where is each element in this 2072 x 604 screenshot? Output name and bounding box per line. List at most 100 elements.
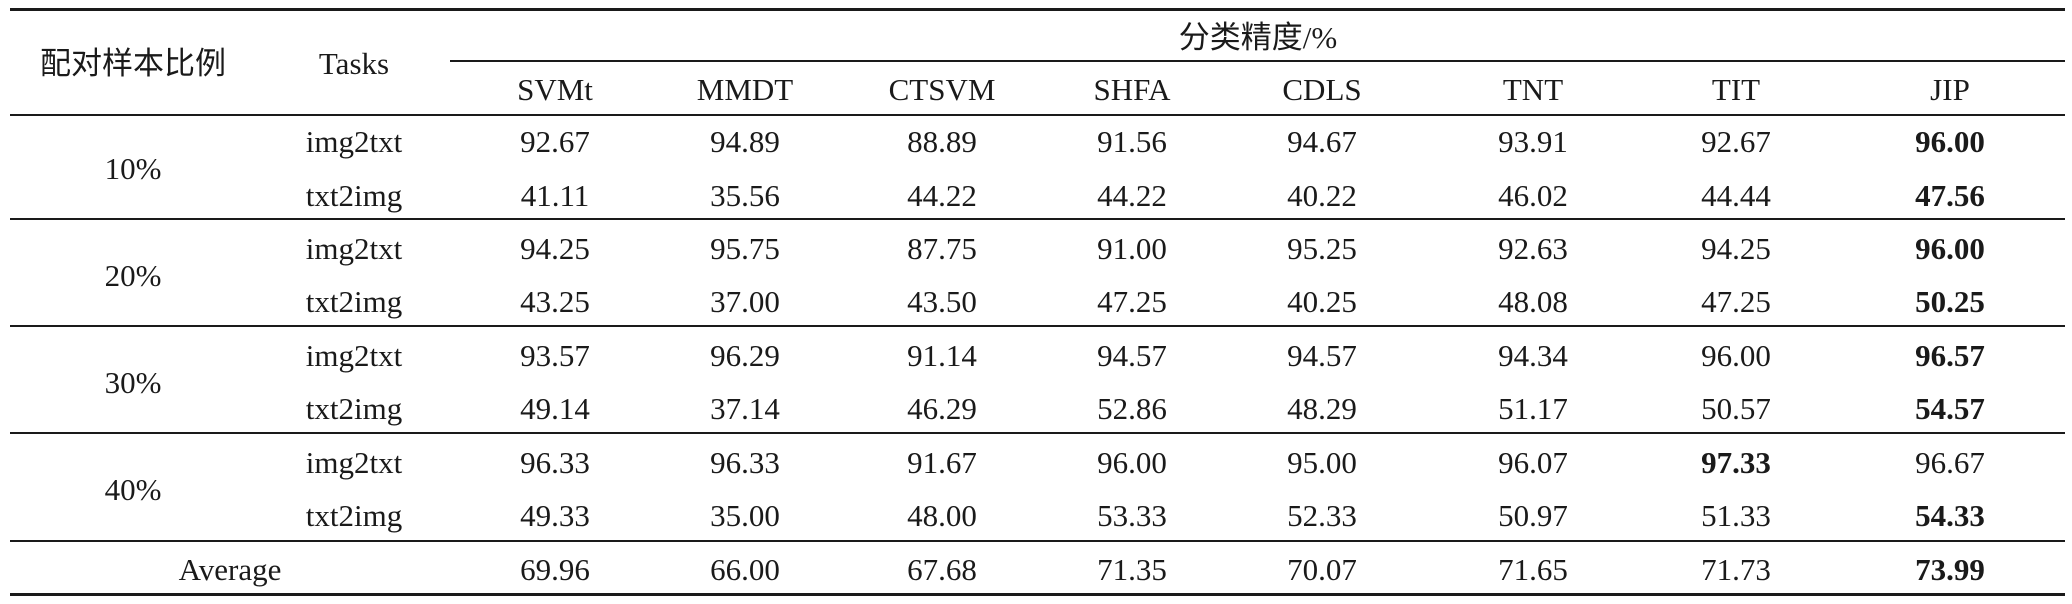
value-cell: 35.00 xyxy=(710,498,780,533)
top-rule xyxy=(10,8,2065,11)
task-label: txt2img xyxy=(305,284,403,319)
task-label: img2txt xyxy=(305,231,403,266)
average-value: 71.65 xyxy=(1498,552,1568,587)
average-value: 70.07 xyxy=(1287,552,1357,587)
value-cell: 48.00 xyxy=(907,498,977,533)
task-label: img2txt xyxy=(305,124,403,159)
group-rule xyxy=(450,60,2065,62)
value-cell: 97.33 xyxy=(1701,445,1771,480)
value-cell: 49.33 xyxy=(520,498,590,533)
group-rule-20 xyxy=(10,218,2065,220)
header-method-svmt: SVMt xyxy=(517,72,593,107)
value-cell: 96.00 xyxy=(1915,124,1985,159)
average-value: 66.00 xyxy=(710,552,780,587)
value-cell: 94.25 xyxy=(1701,231,1771,266)
header-method-tnt: TNT xyxy=(1502,72,1564,107)
value-cell: 37.00 xyxy=(710,284,780,319)
value-cell: 94.34 xyxy=(1498,338,1568,373)
value-cell: 93.91 xyxy=(1498,124,1568,159)
value-cell: 96.33 xyxy=(710,445,780,480)
value-cell: 54.57 xyxy=(1915,391,1985,426)
average-rule xyxy=(10,540,2065,542)
task-label: txt2img xyxy=(305,498,403,533)
task-label: img2txt xyxy=(305,338,403,373)
value-cell: 46.02 xyxy=(1498,178,1568,213)
average-value: 71.35 xyxy=(1097,552,1167,587)
average-value: 73.99 xyxy=(1915,552,1985,587)
value-cell: 48.29 xyxy=(1287,391,1357,426)
value-cell: 96.29 xyxy=(710,338,780,373)
value-cell: 47.56 xyxy=(1915,178,1985,213)
value-cell: 96.57 xyxy=(1915,338,1985,373)
average-value: 69.96 xyxy=(520,552,590,587)
ratio-label: 10% xyxy=(104,151,162,186)
value-cell: 96.00 xyxy=(1701,338,1771,373)
value-cell: 43.25 xyxy=(520,284,590,319)
average-value: 71.73 xyxy=(1701,552,1771,587)
value-cell: 51.17 xyxy=(1498,391,1568,426)
value-cell: 53.33 xyxy=(1097,498,1167,533)
value-cell: 40.25 xyxy=(1287,284,1357,319)
value-cell: 95.25 xyxy=(1287,231,1357,266)
header-method-mmdt: MMDT xyxy=(696,72,794,107)
value-cell: 35.56 xyxy=(710,178,780,213)
group-rule-30 xyxy=(10,325,2065,327)
value-cell: 91.56 xyxy=(1097,124,1167,159)
value-cell: 94.57 xyxy=(1287,338,1357,373)
value-cell: 88.89 xyxy=(907,124,977,159)
group-rule-40 xyxy=(10,432,2065,434)
value-cell: 48.08 xyxy=(1498,284,1568,319)
header-method-tit: TIT xyxy=(1711,72,1761,107)
value-cell: 37.14 xyxy=(710,391,780,426)
value-cell: 91.67 xyxy=(907,445,977,480)
value-cell: 93.57 xyxy=(520,338,590,373)
value-cell: 50.57 xyxy=(1701,391,1771,426)
header-rule xyxy=(10,114,2065,116)
value-cell: 96.00 xyxy=(1915,231,1985,266)
value-cell: 96.33 xyxy=(520,445,590,480)
value-cell: 47.25 xyxy=(1097,284,1167,319)
value-cell: 43.50 xyxy=(907,284,977,319)
value-cell: 49.14 xyxy=(520,391,590,426)
average-label: Average xyxy=(178,552,282,587)
value-cell: 44.22 xyxy=(907,178,977,213)
value-cell: 92.67 xyxy=(1701,124,1771,159)
header-accuracy-group: 分类精度/% xyxy=(1178,20,1338,55)
value-cell: 40.22 xyxy=(1287,178,1357,213)
value-cell: 94.67 xyxy=(1287,124,1357,159)
header-method-jip: JIP xyxy=(1930,72,1970,107)
value-cell: 87.75 xyxy=(907,231,977,266)
value-cell: 41.11 xyxy=(520,178,590,213)
value-cell: 46.29 xyxy=(907,391,977,426)
task-label: txt2img xyxy=(305,178,403,213)
value-cell: 91.00 xyxy=(1097,231,1167,266)
value-cell: 94.57 xyxy=(1097,338,1167,373)
header-method-shfa: SHFA xyxy=(1093,72,1171,107)
value-cell: 96.67 xyxy=(1915,445,1985,480)
task-label: img2txt xyxy=(305,445,403,480)
task-label: txt2img xyxy=(305,391,403,426)
value-cell: 51.33 xyxy=(1701,498,1771,533)
value-cell: 92.63 xyxy=(1498,231,1568,266)
value-cell: 96.00 xyxy=(1097,445,1167,480)
value-cell: 44.44 xyxy=(1701,178,1771,213)
value-cell: 94.25 xyxy=(520,231,590,266)
ratio-label: 20% xyxy=(104,257,162,293)
value-cell: 52.33 xyxy=(1287,498,1357,533)
value-cell: 47.25 xyxy=(1701,284,1771,319)
ratio-label: 30% xyxy=(104,364,162,400)
value-cell: 95.00 xyxy=(1287,445,1357,480)
value-cell: 52.86 xyxy=(1097,391,1167,426)
ratio-label: 40% xyxy=(104,471,162,507)
value-cell: 50.97 xyxy=(1498,498,1568,533)
header-method-cdls: CDLS xyxy=(1282,72,1362,107)
value-cell: 92.67 xyxy=(520,124,590,159)
value-cell: 95.75 xyxy=(710,231,780,266)
value-cell: 44.22 xyxy=(1097,178,1167,213)
value-cell: 91.14 xyxy=(907,338,977,373)
value-cell: 50.25 xyxy=(1915,284,1985,319)
bottom-rule xyxy=(10,593,2065,596)
value-cell: 54.33 xyxy=(1915,498,1985,533)
average-value: 67.68 xyxy=(907,552,977,587)
